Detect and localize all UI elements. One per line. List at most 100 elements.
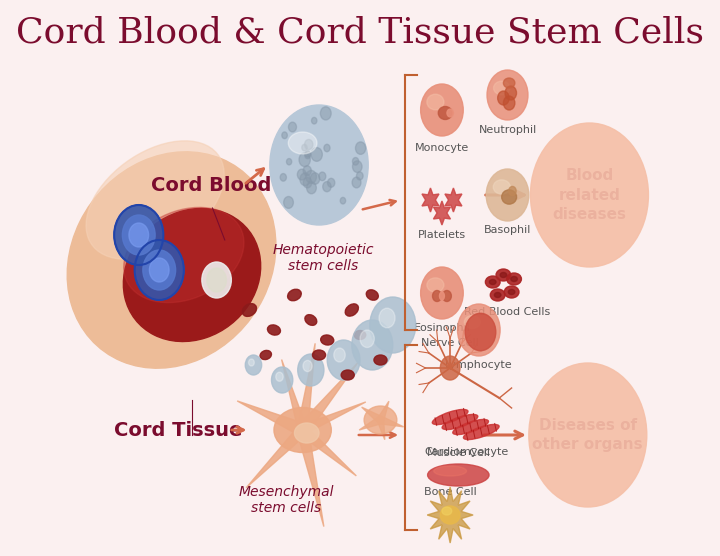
- Circle shape: [114, 205, 163, 265]
- Circle shape: [498, 91, 509, 105]
- Circle shape: [420, 84, 463, 136]
- Text: Cord Blood: Cord Blood: [151, 176, 271, 195]
- Circle shape: [248, 359, 254, 366]
- Circle shape: [323, 182, 331, 192]
- Circle shape: [341, 197, 346, 204]
- Circle shape: [328, 178, 335, 187]
- Circle shape: [306, 170, 317, 183]
- Circle shape: [370, 297, 415, 353]
- Circle shape: [311, 147, 323, 161]
- Polygon shape: [299, 363, 358, 435]
- Circle shape: [528, 363, 647, 507]
- Ellipse shape: [508, 290, 515, 295]
- Circle shape: [122, 215, 155, 255]
- Circle shape: [503, 96, 515, 110]
- Ellipse shape: [260, 350, 271, 360]
- Ellipse shape: [124, 207, 244, 302]
- Circle shape: [319, 172, 326, 181]
- Ellipse shape: [494, 81, 510, 95]
- Ellipse shape: [441, 506, 460, 524]
- Ellipse shape: [86, 141, 224, 259]
- Circle shape: [297, 169, 306, 180]
- Circle shape: [324, 145, 330, 152]
- Circle shape: [129, 223, 148, 247]
- Circle shape: [505, 86, 516, 100]
- Ellipse shape: [341, 370, 354, 380]
- Circle shape: [303, 177, 312, 188]
- Circle shape: [312, 117, 317, 124]
- Circle shape: [305, 151, 310, 157]
- Polygon shape: [297, 428, 324, 527]
- Ellipse shape: [439, 292, 444, 300]
- Polygon shape: [359, 416, 382, 430]
- Circle shape: [280, 173, 287, 181]
- Polygon shape: [297, 344, 315, 431]
- Circle shape: [202, 262, 231, 298]
- Circle shape: [271, 367, 293, 393]
- Text: Monocyte: Monocyte: [415, 143, 469, 153]
- Circle shape: [457, 304, 500, 356]
- Circle shape: [486, 169, 528, 221]
- Ellipse shape: [428, 464, 489, 486]
- Circle shape: [300, 173, 310, 186]
- Text: Cardiomyocyte: Cardiomyocyte: [424, 447, 508, 457]
- Ellipse shape: [123, 208, 261, 341]
- Ellipse shape: [427, 278, 444, 292]
- Polygon shape: [379, 416, 404, 427]
- Text: Basophil: Basophil: [484, 225, 531, 235]
- Polygon shape: [445, 188, 462, 212]
- Circle shape: [310, 173, 320, 184]
- Circle shape: [356, 172, 363, 180]
- Circle shape: [299, 153, 310, 167]
- Ellipse shape: [490, 280, 496, 285]
- Ellipse shape: [242, 304, 256, 316]
- Circle shape: [356, 142, 366, 155]
- Text: Mesenchymal
stem cells: Mesenchymal stem cells: [238, 485, 334, 515]
- Ellipse shape: [432, 409, 468, 425]
- Circle shape: [360, 330, 374, 348]
- Ellipse shape: [464, 424, 499, 440]
- Text: Cord Blood & Cord Tissue Stem Cells: Cord Blood & Cord Tissue Stem Cells: [16, 15, 704, 49]
- Text: Red Blood Cells: Red Blood Cells: [464, 307, 551, 317]
- Ellipse shape: [438, 107, 452, 120]
- Ellipse shape: [503, 78, 515, 88]
- Circle shape: [353, 157, 359, 165]
- Polygon shape: [282, 360, 307, 432]
- Text: Neutrophil: Neutrophil: [478, 125, 536, 135]
- Circle shape: [284, 196, 293, 208]
- Circle shape: [320, 107, 331, 120]
- Text: Cord Tissue: Cord Tissue: [114, 420, 243, 439]
- Circle shape: [289, 122, 297, 132]
- Circle shape: [379, 308, 395, 328]
- Circle shape: [303, 166, 311, 176]
- Ellipse shape: [433, 466, 467, 476]
- Polygon shape: [422, 188, 439, 212]
- Circle shape: [420, 267, 463, 319]
- Text: Lymphocyte: Lymphocyte: [445, 360, 513, 370]
- Ellipse shape: [267, 325, 281, 335]
- Circle shape: [207, 268, 226, 292]
- Circle shape: [282, 132, 287, 138]
- Ellipse shape: [67, 152, 276, 368]
- Polygon shape: [246, 425, 306, 488]
- Ellipse shape: [442, 507, 451, 515]
- Ellipse shape: [433, 290, 441, 301]
- Ellipse shape: [366, 290, 378, 300]
- Ellipse shape: [294, 423, 319, 443]
- Circle shape: [307, 182, 316, 193]
- Polygon shape: [361, 407, 382, 423]
- Circle shape: [352, 177, 361, 188]
- Circle shape: [353, 161, 362, 172]
- Ellipse shape: [485, 276, 500, 288]
- Ellipse shape: [507, 273, 521, 285]
- Ellipse shape: [312, 350, 325, 360]
- Circle shape: [303, 360, 312, 371]
- Ellipse shape: [354, 330, 366, 340]
- Circle shape: [276, 372, 283, 381]
- Ellipse shape: [496, 269, 510, 281]
- Polygon shape: [300, 425, 356, 476]
- Text: Diseases of
other organs: Diseases of other organs: [533, 418, 643, 453]
- Ellipse shape: [320, 335, 334, 345]
- Circle shape: [298, 354, 324, 386]
- Ellipse shape: [427, 94, 444, 110]
